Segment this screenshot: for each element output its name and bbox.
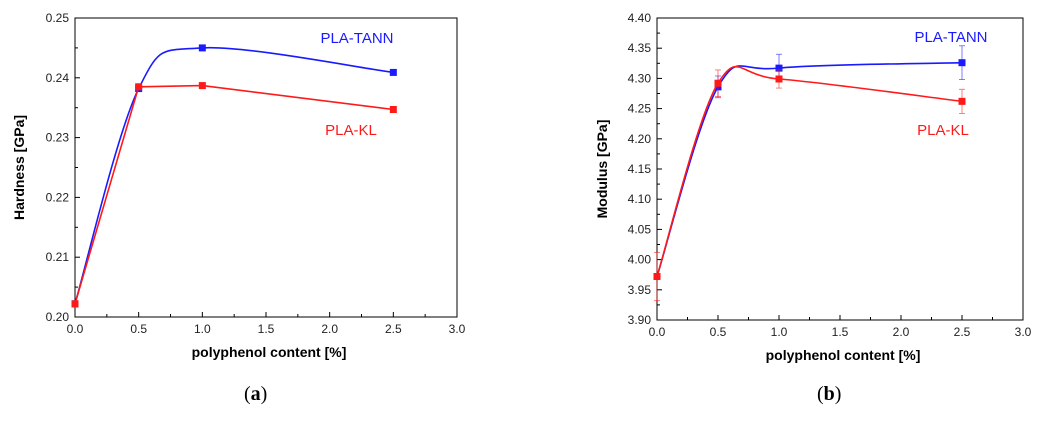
y-tick-label: 0.25 <box>46 11 70 25</box>
y-tick-label: 3.95 <box>628 283 652 297</box>
pla-tann-data-point <box>389 68 397 76</box>
y-tick-label: 0.23 <box>46 131 70 145</box>
pla-tann-line <box>74 46 394 305</box>
pla-kl-data-point <box>653 273 661 281</box>
pla-kl-data-point <box>775 75 783 83</box>
caption-a: (a) <box>244 383 268 405</box>
y-tick-label: 0.24 <box>46 71 70 85</box>
pla-kl-data-point <box>389 105 397 113</box>
y-axis-label: Modulus [GPa] <box>594 120 610 219</box>
chart-panel-a: 0.0 0.5 1.0 1.5 2.0 2.5 3.0 0.20 0.21 0.22 0.23 0.2… <box>0 0 525 423</box>
y-tick-label: 0.21 <box>46 250 70 264</box>
x-tick-label: 2.5 <box>385 322 402 336</box>
x-tick-label: 1.5 <box>258 322 275 336</box>
y-tick-label: 4.35 <box>628 41 652 55</box>
pla-kl-data-point <box>71 300 79 308</box>
x-tick-label: 0.5 <box>710 325 727 339</box>
caption-b: (b) <box>817 383 842 405</box>
pla-kl-data-point <box>958 97 966 105</box>
pla-kl-line <box>656 65 963 277</box>
y-tick-label: 4.10 <box>628 192 652 206</box>
y-tick-label: 3.90 <box>628 313 652 327</box>
y-tick-label: 4.20 <box>628 132 652 146</box>
y-tick-label: 0.22 <box>46 190 70 204</box>
x-tick-label: 1.5 <box>832 325 849 339</box>
x-tick-label: 3.0 <box>1015 325 1032 339</box>
pla-kl-line <box>74 84 394 305</box>
chart-panel-b: 0.0 0.5 1.0 1.5 2.0 2.5 3.0 3.90 3.95 4.00 4.05 4.1… <box>525 0 1051 423</box>
hardness-chart: 0.0 0.5 1.0 1.5 2.0 2.5 3.0 0.20 0.21 0.22 0.23 0.2… <box>11 11 466 360</box>
y-tick-label: 4.25 <box>628 102 652 116</box>
x-tick-label: 0.0 <box>649 325 666 339</box>
x-tick-label: 2.5 <box>954 325 971 339</box>
x-tick-label: 2.0 <box>893 325 910 339</box>
plot-frame <box>74 17 458 318</box>
pla-tann-data-point <box>198 44 206 52</box>
x-tick-label: 3.0 <box>449 322 466 336</box>
modulus-chart: 0.0 0.5 1.0 1.5 2.0 2.5 3.0 3.90 3.95 4.00 4.05 4.1… <box>594 11 1032 363</box>
pla-tann-data-point <box>958 59 966 67</box>
x-axis-label: polyphenol content [%] <box>766 347 921 363</box>
pla-kl-series-label: PLA-KL <box>917 122 969 139</box>
y-axis-label: Hardness [GPa] <box>11 115 27 220</box>
pla-kl-data-point <box>714 79 722 87</box>
pla-tann-data-point <box>775 64 783 72</box>
y-tick-label: 4.40 <box>628 11 652 25</box>
x-tick-label: 1.0 <box>194 322 211 336</box>
y-tick-label: 4.05 <box>628 222 652 236</box>
pla-kl-data-point <box>135 83 143 91</box>
x-tick-label: 0.5 <box>130 322 147 336</box>
x-tick-label: 0.0 <box>67 322 84 336</box>
y-tick-label: 4.00 <box>628 253 652 267</box>
pla-tann-series-label: PLA-TANN <box>320 30 393 47</box>
pla-kl-data-point <box>198 82 206 90</box>
x-tick-label: 2.0 <box>321 322 338 336</box>
pla-tann-series-label: PLA-TANN <box>914 29 987 46</box>
y-tick-label: 4.15 <box>628 162 652 176</box>
y-tick-label: 0.20 <box>46 310 70 324</box>
y-tick-label: 4.30 <box>628 71 652 85</box>
pla-kl-series-label: PLA-KL <box>325 122 377 139</box>
plot-frame <box>656 17 1024 321</box>
x-axis-label: polyphenol content [%] <box>192 344 347 360</box>
x-tick-label: 1.0 <box>771 325 788 339</box>
